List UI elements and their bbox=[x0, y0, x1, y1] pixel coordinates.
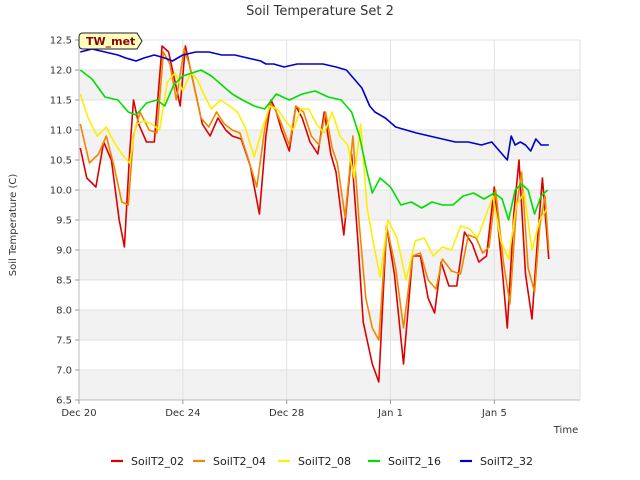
series-line-SoilT2_04 bbox=[79, 48, 550, 341]
grid-band bbox=[79, 70, 580, 100]
y-axis-ticks: 6.5 7.0 7.5 8.0 8.5 9.0 9.5 10.0 10.5 11.0 11.5 12.… bbox=[50, 36, 79, 407]
x-tick-label: Dec 20 bbox=[61, 408, 96, 419]
series-line-SoilT2_16 bbox=[79, 69, 549, 221]
series-line-SoilT2_08 bbox=[79, 72, 549, 281]
legend-label-SoilT2_32: SoilT2_32 bbox=[480, 455, 533, 468]
grid-band bbox=[79, 310, 580, 340]
chart-title: Soil Temperature Set 2 bbox=[246, 4, 394, 19]
y-tick-label: 9.5 bbox=[56, 216, 72, 227]
x-tick-label: Dec 28 bbox=[269, 408, 304, 419]
legend-label-SoilT2_16: SoilT2_16 bbox=[388, 455, 441, 468]
y-tick-label: 8.0 bbox=[56, 306, 72, 317]
x-tick-label: Dec 24 bbox=[165, 408, 200, 419]
series-line-SoilT2_32 bbox=[80, 48, 549, 161]
y-tick-label: 9.0 bbox=[56, 246, 72, 257]
y-tick-label: 7.5 bbox=[56, 336, 72, 347]
badge-box bbox=[78, 32, 143, 50]
grid-band bbox=[79, 250, 580, 280]
y-tick-label: 10.5 bbox=[50, 156, 72, 167]
x-tick-label: Jan 1 bbox=[377, 408, 403, 419]
x-axis-ticks: Dec 20 Dec 24 Dec 28 Jan 1 Jan 5 bbox=[61, 400, 507, 419]
y-tick-label: 12.0 bbox=[50, 66, 72, 77]
legend-label-SoilT2_04: SoilT2_04 bbox=[213, 455, 266, 468]
y-axis-label: Soil Temperature (C) bbox=[8, 174, 19, 277]
series-lines bbox=[79, 45, 550, 383]
y-tick-label: 11.5 bbox=[50, 96, 72, 107]
badge-label: TW_met bbox=[86, 35, 135, 48]
station-badge: TW_met bbox=[78, 32, 143, 50]
legend: SoilT2_02 SoilT2_04 SoilT2_08 SoilT2_16 Soil… bbox=[111, 455, 533, 468]
legend-label-SoilT2_02: SoilT2_02 bbox=[131, 455, 184, 468]
x-tick-label: Jan 5 bbox=[481, 408, 507, 419]
y-tick-label: 8.5 bbox=[56, 276, 72, 287]
y-tick-label: 11.0 bbox=[50, 126, 72, 137]
series-line-SoilT2_02 bbox=[79, 45, 550, 383]
y-tick-label: 7.0 bbox=[56, 366, 72, 377]
grid-band bbox=[79, 190, 580, 220]
x-axis-label: Time bbox=[553, 425, 578, 436]
y-tick-label: 10.0 bbox=[50, 186, 72, 197]
legend-label-SoilT2_08: SoilT2_08 bbox=[298, 455, 351, 468]
y-tick-label: 6.5 bbox=[56, 396, 72, 407]
grid-band bbox=[79, 370, 580, 400]
y-tick-label: 12.5 bbox=[50, 36, 72, 47]
